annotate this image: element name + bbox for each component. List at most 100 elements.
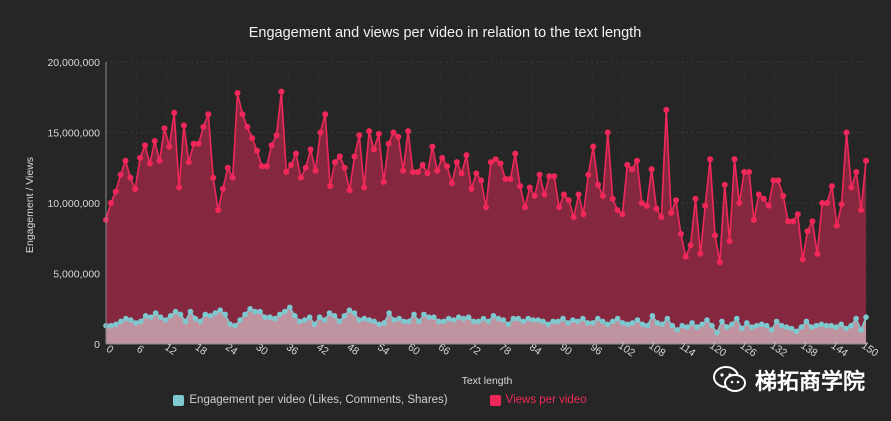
data-point[interactable] [108,322,114,329]
data-point[interactable] [668,209,675,216]
data-point[interactable] [490,313,497,319]
data-point[interactable] [654,320,661,326]
data-point[interactable] [677,231,684,237]
data-point[interactable] [838,201,845,208]
data-point[interactable] [171,109,178,116]
data-point[interactable] [736,200,743,206]
data-point[interactable] [296,318,303,325]
data-point[interactable] [749,324,755,330]
data-point[interactable] [361,184,368,191]
data-point[interactable] [187,308,194,315]
data-point[interactable] [753,322,760,329]
data-point[interactable] [595,181,602,188]
data-point[interactable] [555,318,561,325]
data-point[interactable] [480,315,487,322]
data-point[interactable] [863,157,869,164]
data-point[interactable] [520,318,527,325]
data-point[interactable] [151,138,158,144]
data-point[interactable] [283,169,290,175]
data-point[interactable] [376,321,383,328]
data-point[interactable] [258,163,265,170]
data-point[interactable] [370,146,377,153]
data-point[interactable] [746,169,753,175]
data-point[interactable] [744,320,750,326]
data-point[interactable] [366,317,373,323]
data-point[interactable] [505,321,512,328]
data-point[interactable] [599,318,606,325]
data-point[interactable] [128,317,134,323]
data-point[interactable] [580,315,586,322]
data-point[interactable] [112,188,119,195]
data-point[interactable] [385,140,392,147]
data-point[interactable] [510,315,517,322]
data-point[interactable] [853,169,860,175]
data-point[interactable] [127,174,134,181]
data-point[interactable] [321,317,328,323]
data-point[interactable] [590,320,596,326]
data-point[interactable] [858,207,865,214]
data-point[interactable] [818,321,825,328]
data-point[interactable] [434,167,441,174]
data-point[interactable] [133,320,139,326]
data-point[interactable] [495,315,502,322]
data-point[interactable] [436,318,442,325]
data-point[interactable] [813,322,820,329]
data-point[interactable] [565,197,572,204]
data-point[interactable] [624,321,631,328]
data-point[interactable] [716,259,723,266]
data-point[interactable] [453,159,460,166]
data-point[interactable] [843,129,850,136]
data-point[interactable] [272,315,278,322]
data-point[interactable] [346,307,353,314]
data-point[interactable] [192,315,199,322]
data-point[interactable] [356,317,363,323]
data-point[interactable] [346,187,353,194]
data-point[interactable] [317,129,324,136]
data-point[interactable] [386,310,392,316]
data-point[interactable] [755,191,762,198]
legend-item-engagement[interactable]: Engagement per video (Likes, Comments, S… [173,394,448,406]
data-point[interactable] [416,318,422,325]
data-point[interactable] [391,317,397,323]
data-point[interactable] [799,256,806,263]
data-point[interactable] [580,211,587,218]
data-point[interactable] [142,142,148,149]
data-point[interactable] [341,164,348,171]
data-point[interactable] [804,228,811,235]
data-point[interactable] [809,218,816,225]
data-point[interactable] [424,170,431,177]
data-point[interactable] [172,308,179,315]
data-point[interactable] [828,183,835,190]
data-point[interactable] [137,154,144,161]
data-point[interactable] [536,171,543,178]
data-point[interactable] [287,304,293,311]
data-point[interactable] [765,202,772,209]
data-point[interactable] [512,150,519,157]
data-point[interactable] [395,133,402,140]
data-point[interactable] [227,321,233,328]
data-point[interactable] [604,129,611,136]
data-point[interactable] [282,308,288,315]
data-point[interactable] [366,128,373,135]
data-point[interactable] [247,306,253,312]
data-point[interactable] [458,170,465,177]
data-point[interactable] [267,314,273,321]
data-point[interactable] [545,321,551,328]
data-point[interactable] [560,191,567,198]
data-point[interactable] [212,310,219,316]
data-point[interactable] [694,324,700,330]
data-point[interactable] [785,218,792,225]
data-point[interactable] [704,317,710,323]
data-point[interactable] [758,321,765,328]
data-point[interactable] [190,140,197,147]
data-point[interactable] [707,156,714,163]
data-point[interactable] [689,320,695,326]
data-point[interactable] [526,184,533,191]
data-point[interactable] [684,324,690,330]
data-point[interactable] [585,171,592,178]
data-point[interactable] [167,313,174,319]
data-point[interactable] [205,111,212,118]
data-point[interactable] [142,313,149,319]
data-point[interactable] [540,318,546,325]
data-point[interactable] [697,250,704,257]
